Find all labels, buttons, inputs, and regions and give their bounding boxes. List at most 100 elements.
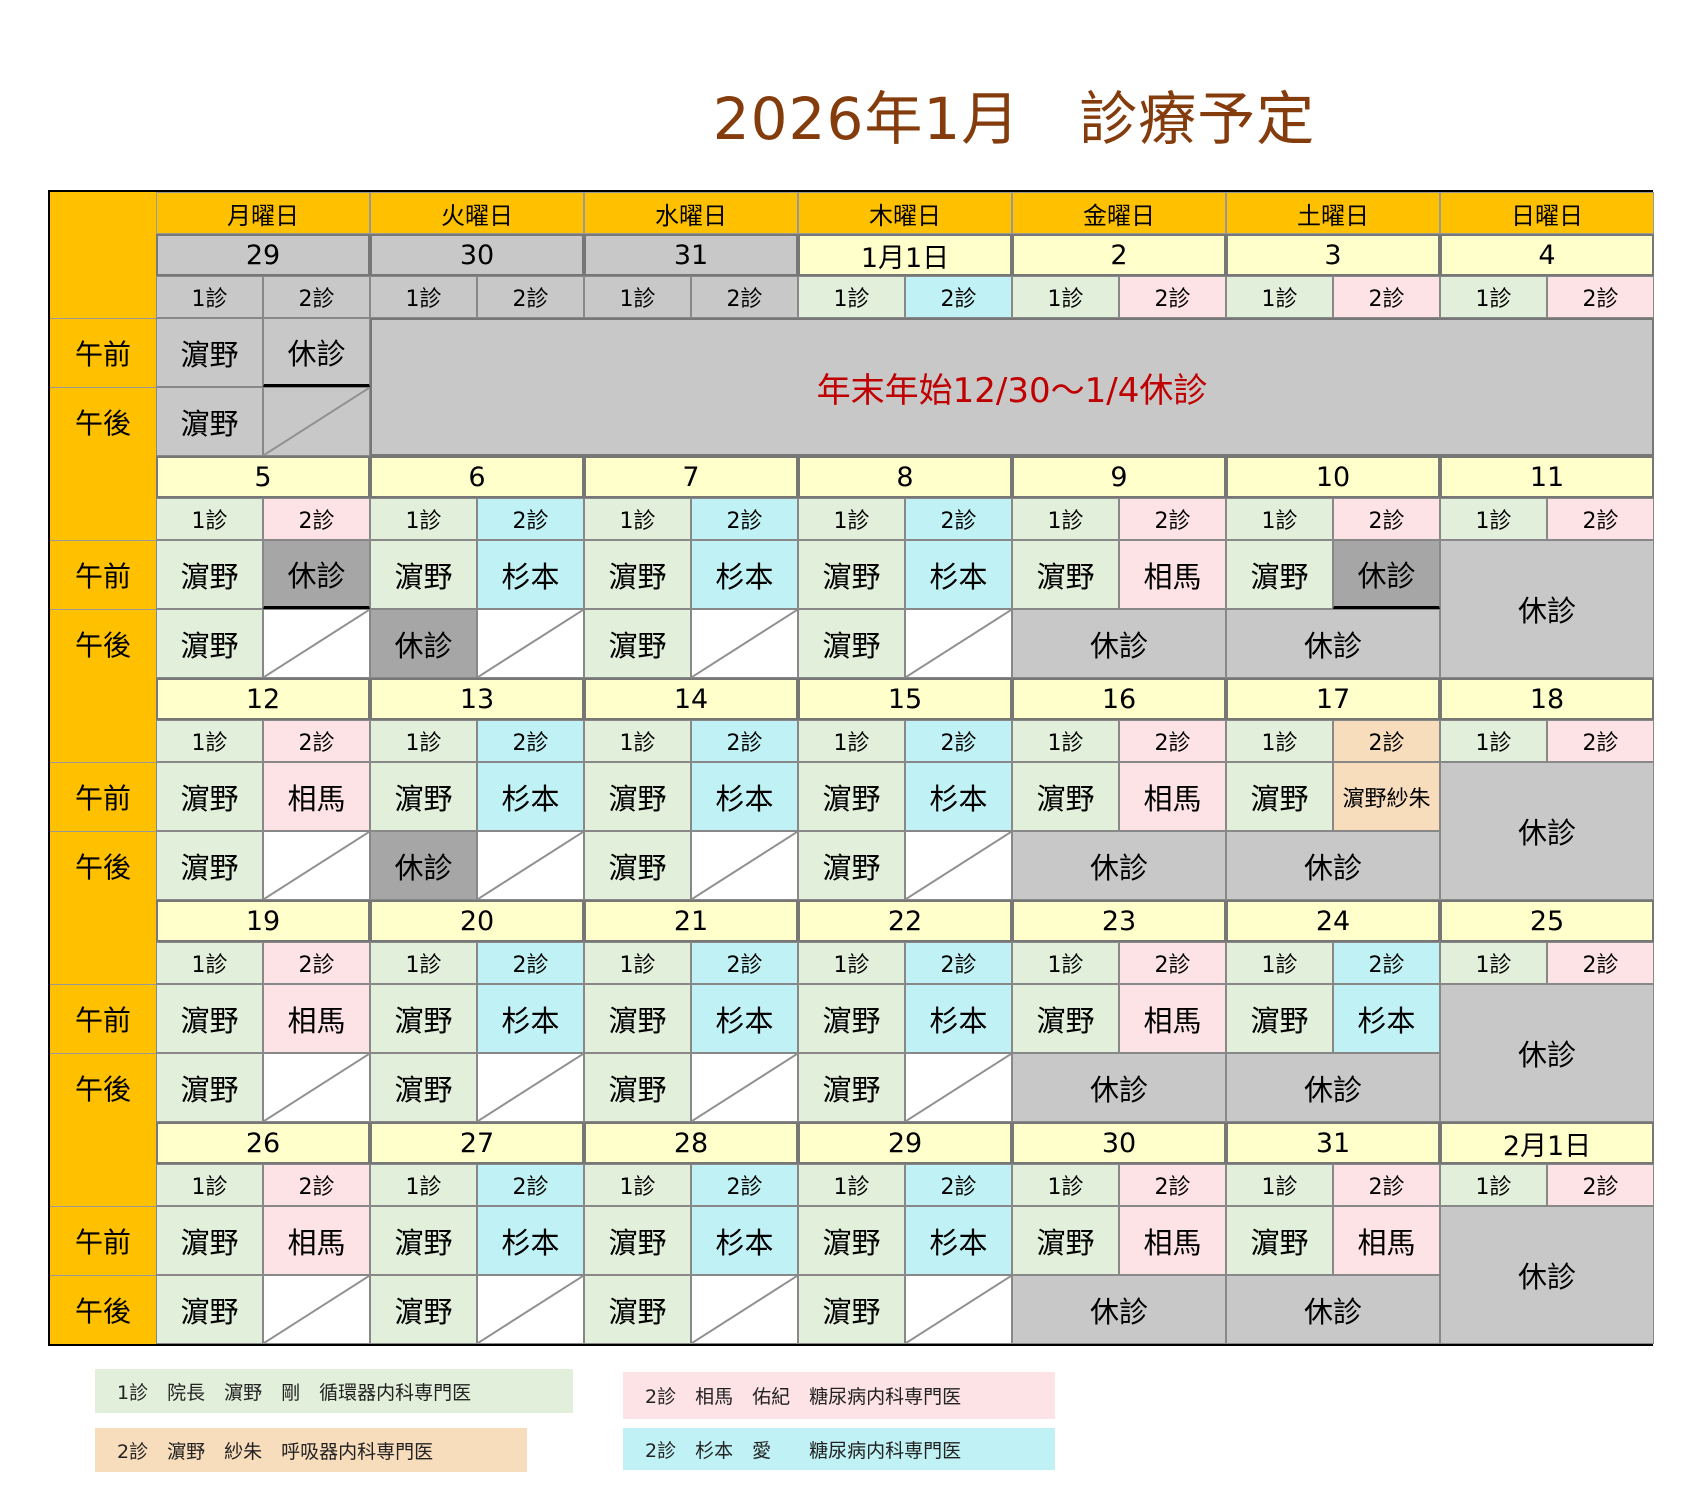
clinic1-label: 1診 (584, 942, 691, 984)
date-cell: 23 (1012, 900, 1226, 942)
clinic1-label: 1診 (1012, 942, 1119, 984)
date-cell: 18 (1440, 678, 1654, 720)
schedule-calendar: 月曜日 火曜日 水曜日 木曜日 金曜日 土曜日 日曜日 午前 午後 29 1診 2診 濵野 休診 濵野 30 1… (48, 190, 1654, 1346)
pm-clinic1-doctor: 濵野 (370, 1275, 477, 1344)
clinic2-label: 2診 (263, 942, 370, 984)
clinic1-label: 1診 (1440, 276, 1547, 318)
no-session-cell (905, 831, 1012, 900)
am-clinic1-doctor: 濵野 (584, 1206, 691, 1275)
am-clinic2-doctor: 杉本 (691, 540, 798, 609)
am-clinic2-doctor: 杉本 (905, 984, 1012, 1053)
clinic1-label: 1診 (156, 276, 263, 318)
pm-clinic1-doctor: 濵野 (584, 1275, 691, 1344)
pm-clinic1-doctor: 濵野 (798, 1275, 905, 1344)
am-clinic1-doctor: 濵野 (1012, 762, 1119, 831)
am-clinic1-doctor: 濵野 (1226, 984, 1333, 1053)
pm-clinic1-doctor: 濵野 (798, 831, 905, 900)
no-session-cell (691, 831, 798, 900)
clinic1-label: 1診 (798, 276, 905, 318)
row-label-am: 午前 (50, 318, 156, 387)
no-session-cell (691, 1053, 798, 1122)
page-title: 2026年1月 診療予定 (712, 85, 1316, 153)
no-session-cell (905, 1275, 1012, 1344)
weekday-header: 金曜日 (1012, 192, 1226, 234)
clinic1-label: 1診 (798, 720, 905, 762)
date-cell: 16 (1012, 678, 1226, 720)
clinic1-label: 1診 (156, 498, 263, 540)
am-clinic2-doctor: 杉本 (905, 762, 1012, 831)
date-cell: 5 (156, 456, 370, 498)
am-clinic1-doctor: 濵野 (584, 540, 691, 609)
date-cell: 22 (798, 900, 1012, 942)
clinic1-label: 1診 (370, 276, 477, 318)
date-cell: 17 (1226, 678, 1440, 720)
weekday-header: 日曜日 (1440, 192, 1654, 234)
date-cell: 19 (156, 900, 370, 942)
date-cell: 29 (156, 234, 370, 276)
am-clinic1-doctor: 濵野 (584, 984, 691, 1053)
date-cell: 25 (1440, 900, 1654, 942)
am-clinic1-doctor: 濵野 (156, 762, 263, 831)
clinic2-label: 2診 (1333, 942, 1440, 984)
clinic2-label: 2診 (1333, 276, 1440, 318)
am-clinic2-doctor: 相馬 (1119, 1206, 1226, 1275)
date-cell: 29 (798, 1122, 1012, 1164)
am-clinic1-doctor: 濵野 (370, 762, 477, 831)
pm-clinic1-doctor: 濵野 (156, 831, 263, 900)
am-clinic2-doctor: 濵野紗朱 (1333, 762, 1440, 831)
am-clinic1-doctor: 濵野 (798, 540, 905, 609)
am-clinic1-doctor: 濵野 (584, 762, 691, 831)
pm-closed-cell: 休診 (1226, 609, 1440, 678)
date-cell: 20 (370, 900, 584, 942)
date-cell: 15 (798, 678, 1012, 720)
no-session-cell (477, 831, 584, 900)
am-clinic1-doctor: 濵野 (1012, 1206, 1119, 1275)
date-cell: 2月1日 (1440, 1122, 1654, 1164)
row-label-am: 午前 (50, 984, 156, 1053)
am-clinic2-doctor: 相馬 (1119, 984, 1226, 1053)
am-clinic2-doctor: 杉本 (477, 1206, 584, 1275)
am-clinic2-doctor: 相馬 (1333, 1206, 1440, 1275)
clinic1-label: 1診 (584, 1164, 691, 1206)
date-cell: 30 (1012, 1122, 1226, 1164)
clinic2-label: 2診 (263, 498, 370, 540)
clinic2-label: 2診 (1547, 1164, 1654, 1206)
clinic1-label: 1診 (156, 942, 263, 984)
closed-cell: 休診 (1440, 540, 1654, 678)
no-session-cell (691, 1275, 798, 1344)
pm-clinic1-doctor: 濵野 (156, 1275, 263, 1344)
no-session-cell (691, 609, 798, 678)
pm-closed-cell: 休診 (1226, 1275, 1440, 1344)
clinic1-label: 1診 (1440, 720, 1547, 762)
date-cell: 26 (156, 1122, 370, 1164)
am-clinic1-doctor: 濵野 (798, 1206, 905, 1275)
clinic2-label: 2診 (1119, 720, 1226, 762)
am-clinic2-doctor: 杉本 (691, 762, 798, 831)
closed-cell: 休診 (1440, 984, 1654, 1122)
am-clinic1-doctor: 濵野 (370, 540, 477, 609)
clinic1-label: 1診 (1012, 498, 1119, 540)
am-clinic1-doctor: 濵野 (370, 1206, 477, 1275)
row-label-am: 午前 (50, 762, 156, 831)
clinic2-label: 2診 (691, 720, 798, 762)
clinic1-label: 1診 (156, 1164, 263, 1206)
clinic1-label: 1診 (584, 276, 691, 318)
am-clinic2-doctor: 杉本 (477, 762, 584, 831)
date-cell: 1月1日 (798, 234, 1012, 276)
clinic1-label: 1診 (1226, 498, 1333, 540)
date-cell: 3 (1226, 234, 1440, 276)
am-clinic1-doctor: 濵野 (1012, 540, 1119, 609)
date-cell: 28 (584, 1122, 798, 1164)
clinic1-label: 1診 (1226, 1164, 1333, 1206)
am-clinic2-doctor: 杉本 (905, 540, 1012, 609)
date-cell: 21 (584, 900, 798, 942)
am-clinic2-doctor: 休診 (263, 318, 370, 387)
pm-closed-cell: 休診 (1226, 831, 1440, 900)
clinic1-label: 1診 (370, 720, 477, 762)
clinic2-label: 2診 (1119, 276, 1226, 318)
clinic1-label: 1診 (798, 942, 905, 984)
weekday-header: 木曜日 (798, 192, 1012, 234)
row-label-pm: 午後 (50, 1275, 156, 1344)
clinic1-label: 1診 (584, 498, 691, 540)
date-cell: 11 (1440, 456, 1654, 498)
